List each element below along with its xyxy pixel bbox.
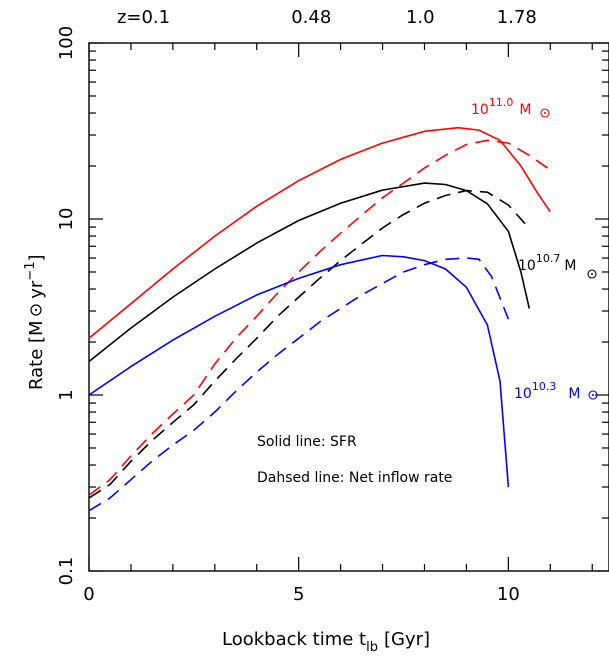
sfr-line-0 [88, 126, 551, 339]
sfr-line-2 [88, 182, 531, 363]
x-axis-label-sub: lb [366, 640, 378, 655]
top-axis-labels: z=0.1 0.48 1.0 1.78 [117, 7, 537, 28]
sfr-line-4 [88, 254, 510, 488]
y-axis-label-close: ] [26, 254, 47, 261]
y-axis-sun-dot [34, 308, 38, 312]
mass-label-high-exp: 11.0 [489, 96, 514, 109]
x-axis-label-main: Lookback time t [222, 629, 366, 650]
mass-label-mid: 1010.7 M [518, 252, 576, 274]
top-axis-label: 1.78 [497, 7, 537, 28]
y-tick-label: 0.1 [56, 557, 77, 586]
y-axis-label-main: Rate [M [26, 320, 47, 390]
svg-text:Rate [M yr−1]: Rate [M yr−1] [23, 254, 47, 390]
annotation-solid: Solid line: SFR [257, 434, 357, 450]
mass-label-high-unit: M [519, 102, 531, 118]
x-tick-label: 5 [293, 584, 304, 605]
x-tick-label: 10 [497, 584, 520, 605]
mass-label-low-unit: M [568, 386, 580, 402]
y-axis-label: Rate [M yr−1] [23, 254, 47, 390]
y-tick-label: 1 [56, 389, 77, 400]
top-axis-label: z=0.1 [117, 7, 170, 28]
y-axis-label-unit: yr [26, 280, 47, 304]
inflow-line-1 [88, 139, 551, 496]
mass-label-low-exp: 10.3 [532, 380, 557, 393]
mass-label-mid-unit: M [564, 258, 576, 274]
plot-frame [88, 42, 609, 572]
x-tick-label: 0 [83, 584, 94, 605]
mass-label-high: 1011.0 M [471, 96, 531, 118]
sun-symbol-mid-dot [591, 273, 593, 275]
y-tick-label: 10 [56, 208, 77, 231]
series-lines [88, 126, 551, 512]
mass-label-mid-base: 10 [518, 258, 536, 274]
top-axis-label: 0.48 [291, 7, 331, 28]
sun-symbol-low-dot [592, 394, 594, 396]
y-axis-sun-symbol [30, 304, 42, 316]
mass-label-low-base: 10 [514, 386, 532, 402]
x-axis-label-unit: [Gyr] [384, 629, 430, 650]
sun-symbol-mid [587, 269, 597, 279]
sun-symbol-low [588, 390, 598, 400]
annotation-dashed: Dahsed line: Net inflow rate [257, 470, 452, 486]
y-axis-label-exp: −1 [23, 261, 38, 280]
mass-label-mid-exp: 10.7 [536, 252, 561, 265]
inflow-line-3 [88, 189, 526, 499]
sun-symbol-high-dot [544, 112, 546, 114]
axis-ticks [88, 42, 609, 572]
inflow-line-5 [88, 257, 510, 512]
y-tick-label: 100 [56, 26, 77, 60]
x-axis-label: Lookback time tlb [Gyr] [222, 629, 430, 655]
sun-symbol-high [540, 108, 550, 118]
mass-label-low: 1010.3 M [514, 380, 580, 402]
tick-labels: 0 5 10 0.1 1 10 100 [56, 26, 520, 605]
top-axis-label: 1.0 [406, 7, 435, 28]
mass-label-high-base: 10 [471, 102, 489, 118]
